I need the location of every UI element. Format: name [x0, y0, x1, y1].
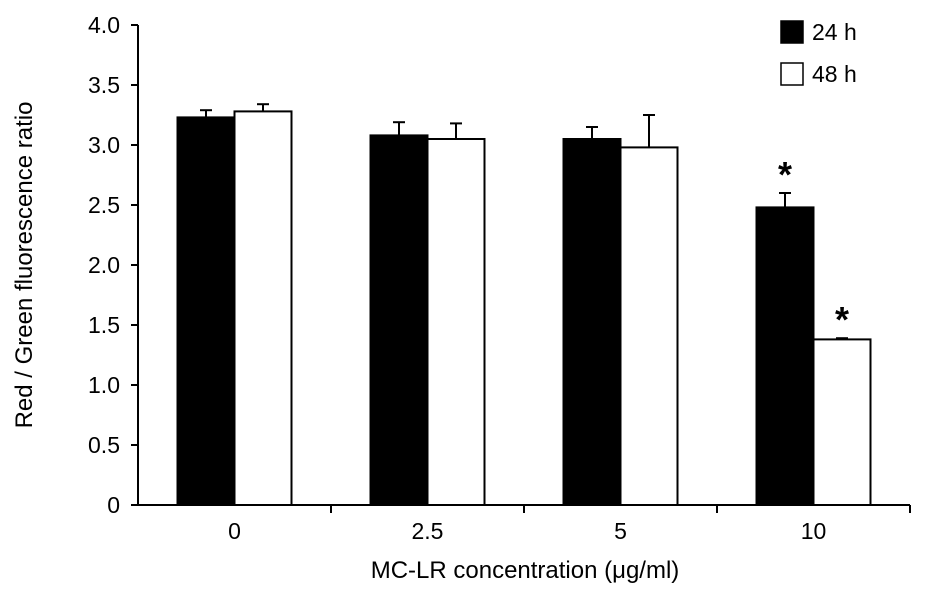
x-tick-label: 5 — [614, 518, 627, 544]
legend: 24 h 48 h — [780, 19, 857, 87]
significance-marker: * — [778, 154, 792, 195]
bar-24h-10 — [755, 206, 815, 506]
x-tick-label: 10 — [801, 518, 827, 544]
y-axis-title: Red / Green fluorescence ratio — [11, 102, 38, 429]
x-tick-label: 0 — [228, 518, 241, 544]
ticks-layer: 0 0.5 1.0 1.5 2.0 2.5 3.0 3.5 4.0 0 2.5 5 10 — [88, 12, 911, 544]
bar-24h-0 — [176, 116, 236, 507]
significance-marker: * — [835, 299, 849, 340]
y-tick-label: 0 — [107, 492, 120, 518]
y-tick-label: 1.0 — [88, 372, 120, 398]
y-tick-label: 2.5 — [88, 192, 120, 218]
bar-24h-2.5 — [369, 134, 429, 506]
y-tick-label: 4.0 — [88, 12, 120, 38]
bar-48h-2.5 — [426, 138, 486, 506]
bar-48h-0 — [233, 110, 293, 507]
legend-label-48h: 48 h — [812, 61, 857, 87]
y-tick-label: 2.0 — [88, 252, 120, 278]
bar-48h-10 — [812, 338, 872, 506]
legend-swatch-24h — [780, 20, 804, 44]
bars-layer: ** — [176, 103, 872, 507]
y-tick-label: 1.5 — [88, 312, 120, 338]
y-tick-label: 3.0 — [88, 132, 120, 158]
bar-48h-5 — [619, 146, 679, 506]
bar-24h-5 — [562, 138, 622, 506]
legend-label-24h: 24 h — [812, 19, 857, 45]
y-tick-label: 3.5 — [88, 72, 120, 98]
x-tick-label: 2.5 — [412, 518, 444, 544]
legend-swatch-48h — [780, 62, 804, 86]
x-axis-title: MC-LR concentration (μg/ml) — [371, 557, 680, 584]
y-tick-label: 0.5 — [88, 432, 120, 458]
